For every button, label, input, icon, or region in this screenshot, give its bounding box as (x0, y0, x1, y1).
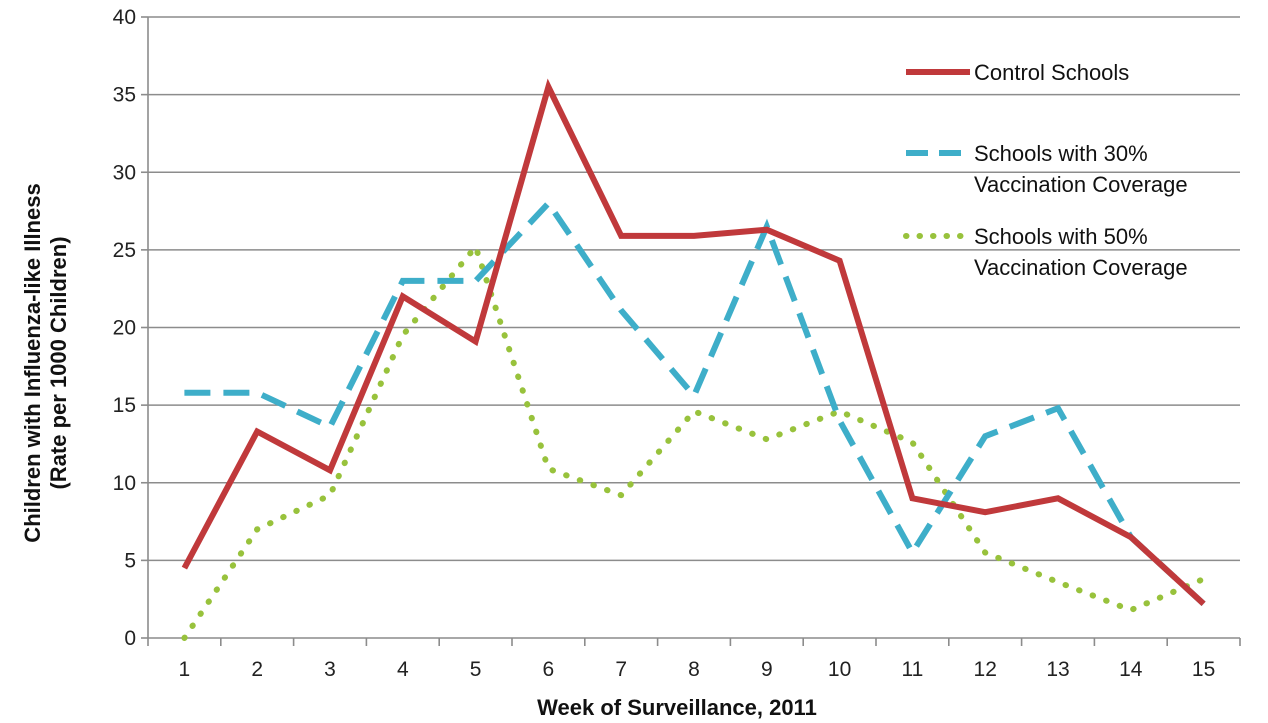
y-tick-label: 15 (113, 394, 136, 417)
x-tick-labels: 1 2 3 4 5 6 7 8 9 10 11 12 13 14 15 (179, 658, 1216, 681)
y-tick-labels: 0 5 10 15 20 25 30 35 40 (113, 6, 136, 650)
axes (141, 16, 1241, 646)
x-tick-label: 6 (543, 658, 555, 681)
x-tick-label: 5 (470, 658, 482, 681)
y-tick-label: 40 (113, 6, 136, 29)
x-tick-label: 2 (251, 658, 263, 681)
legend-label-30-line2: Vaccination Coverage (974, 172, 1188, 197)
legend-label-50-line2: Vaccination Coverage (974, 255, 1188, 280)
x-tick-label: 3 (324, 658, 336, 681)
x-tick-label: 14 (1119, 658, 1143, 681)
x-tick-label: 10 (828, 658, 851, 681)
y-tick-label: 5 (124, 549, 136, 572)
series-line-0 (181, 78, 1206, 607)
legend-label-50-line1: Schools with 50% (974, 224, 1148, 249)
x-tick-label: 1 (179, 658, 191, 681)
x-tick-label: 13 (1046, 658, 1069, 681)
y-tick-label: 30 (113, 161, 136, 184)
legend: Control Schools Schools with 30% Vaccina… (903, 60, 1188, 280)
y-tick-label: 0 (124, 627, 136, 650)
x-tick-label: 8 (688, 658, 700, 681)
y-axis-title-line1: Children with Influenza-like Illness (20, 183, 45, 542)
gridlines (148, 16, 1240, 562)
y-tick-label: 25 (113, 239, 136, 262)
y-axis-title-line2: (Rate per 1000 Children) (46, 236, 71, 489)
y-tick-label: 35 (113, 84, 136, 107)
y-tick-label: 20 (113, 317, 136, 340)
x-tick-label: 12 (974, 658, 997, 681)
x-tick-label: 11 (901, 658, 923, 681)
x-tick-label: 4 (397, 658, 409, 681)
y-tick-label: 10 (113, 472, 136, 495)
legend-label-control: Control Schools (974, 60, 1129, 85)
x-axis-title: Week of Surveillance, 2011 (537, 695, 817, 720)
series-lines (181, 78, 1207, 641)
x-tick-label: 7 (615, 658, 627, 681)
legend-label-30-line1: Schools with 30% (974, 141, 1148, 166)
y-axis-title: Children with Influenza-like Illness (Ra… (20, 183, 71, 542)
series-line-1 (184, 198, 1206, 607)
x-tick-label: 9 (761, 658, 773, 681)
x-tick-label: 15 (1192, 658, 1215, 681)
series-line-2 (181, 240, 1207, 641)
